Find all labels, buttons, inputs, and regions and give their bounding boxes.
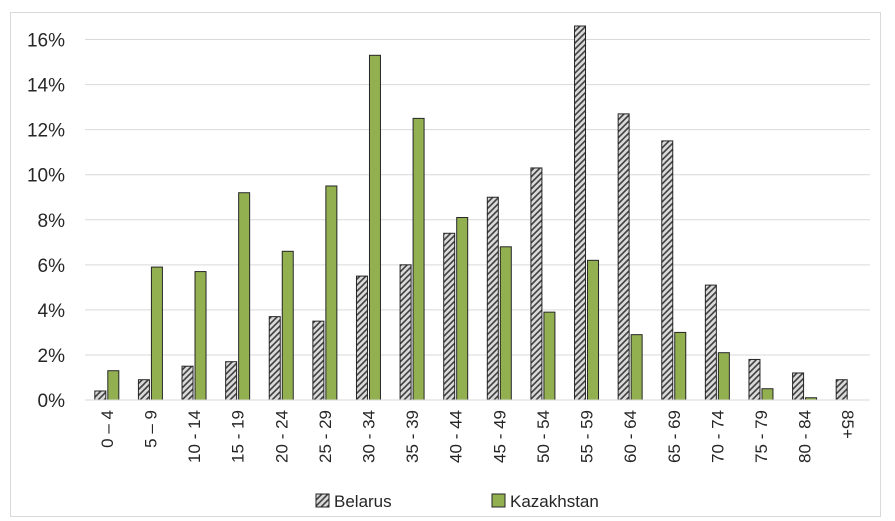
bar-belarus (835, 379, 848, 401)
y-tick-label: 8% (38, 211, 66, 232)
bar-belarus (486, 196, 499, 401)
bar-kazakhstan (368, 54, 381, 401)
bar-belarus (94, 390, 107, 401)
bar-belarus (748, 358, 761, 401)
bar-kazakhstan (412, 117, 425, 401)
bar-kazakhstan (281, 250, 294, 401)
x-tick-label: 30 - 34 (359, 410, 378, 463)
bar-kazakhstan (325, 185, 338, 401)
y-tick-label: 12% (27, 121, 65, 142)
y-tick-label: 10% (27, 166, 65, 187)
y-tick-label: 16% (27, 31, 65, 52)
bar-belarus (574, 25, 587, 401)
x-axis-ticks: 0 – 4 5 – 9 10 - 14 15 - 19 20 - 24 25 - 29 30… (98, 410, 857, 463)
y-axis-ticks: 0% 2% 4% 6% 8% 10% 12% 14% 16% (27, 31, 65, 412)
x-tick-label: 25 - 29 (316, 410, 335, 463)
bar-belarus (225, 361, 238, 401)
x-tick-label: 45 - 49 (490, 410, 509, 463)
bars (94, 25, 848, 401)
legend-swatch-belarus (315, 493, 330, 508)
x-tick-label: 35 - 39 (403, 410, 422, 463)
legend-label-belarus: Belarus (334, 492, 392, 511)
bar-kazakhstan (194, 271, 207, 401)
x-tick-label: 0 – 4 (98, 410, 117, 448)
bar-kazakhstan (717, 352, 730, 401)
bar-belarus (661, 140, 674, 401)
y-tick-label: 0% (38, 391, 66, 412)
y-tick-label: 4% (38, 301, 66, 322)
x-tick-label: 10 - 14 (185, 410, 204, 463)
bar-belarus (399, 264, 412, 401)
x-tick-label: 60 - 64 (621, 410, 640, 463)
x-tick-label: 50 - 54 (534, 410, 553, 463)
bar-belarus (443, 232, 456, 401)
bar-belarus (355, 275, 368, 401)
bar-kazakhstan (456, 217, 469, 401)
bar-kazakhstan (543, 311, 556, 401)
bar-kazakhstan (238, 192, 251, 401)
legend-label-kazakhstan: Kazakhstan (510, 492, 599, 511)
gridlines (85, 39, 870, 356)
bar-belarus (137, 379, 150, 401)
x-tick-label: 5 – 9 (141, 410, 160, 448)
bar-kazakhstan (761, 388, 774, 401)
legend: Belarus Kazakhstan (315, 492, 599, 511)
x-tick-label: 70 - 74 (708, 410, 727, 463)
x-tick-label: 20 - 24 (272, 410, 291, 463)
bar-kazakhstan (499, 246, 512, 401)
x-tick-label: 75 - 79 (752, 410, 771, 463)
y-tick-label: 6% (38, 256, 66, 277)
x-tick-label: 55 - 59 (578, 410, 597, 463)
y-tick-label: 14% (27, 76, 65, 97)
x-tick-label: 85+ (838, 410, 857, 439)
bar-belarus (704, 284, 717, 401)
x-tick-label: 15 - 19 (229, 410, 248, 463)
y-tick-label: 2% (38, 346, 66, 367)
bar-belarus (530, 167, 543, 401)
legend-swatch-kazakhstan (491, 493, 506, 508)
bar-belarus (181, 365, 194, 401)
x-tick-label: 40 - 44 (447, 410, 466, 463)
x-tick-label: 80 - 84 (796, 410, 815, 463)
chart-frame (10, 12, 881, 517)
bar-belarus (268, 316, 281, 401)
x-tick-label: 65 - 69 (665, 410, 684, 463)
bar-kazakhstan (630, 334, 643, 401)
bar-kazakhstan (587, 259, 600, 401)
bar-kazakhstan (674, 331, 687, 401)
bar-belarus (617, 113, 630, 401)
bar-belarus (792, 372, 805, 401)
bar-belarus (312, 320, 325, 401)
bar-kazakhstan (107, 370, 120, 401)
bar-kazakhstan (150, 266, 163, 401)
